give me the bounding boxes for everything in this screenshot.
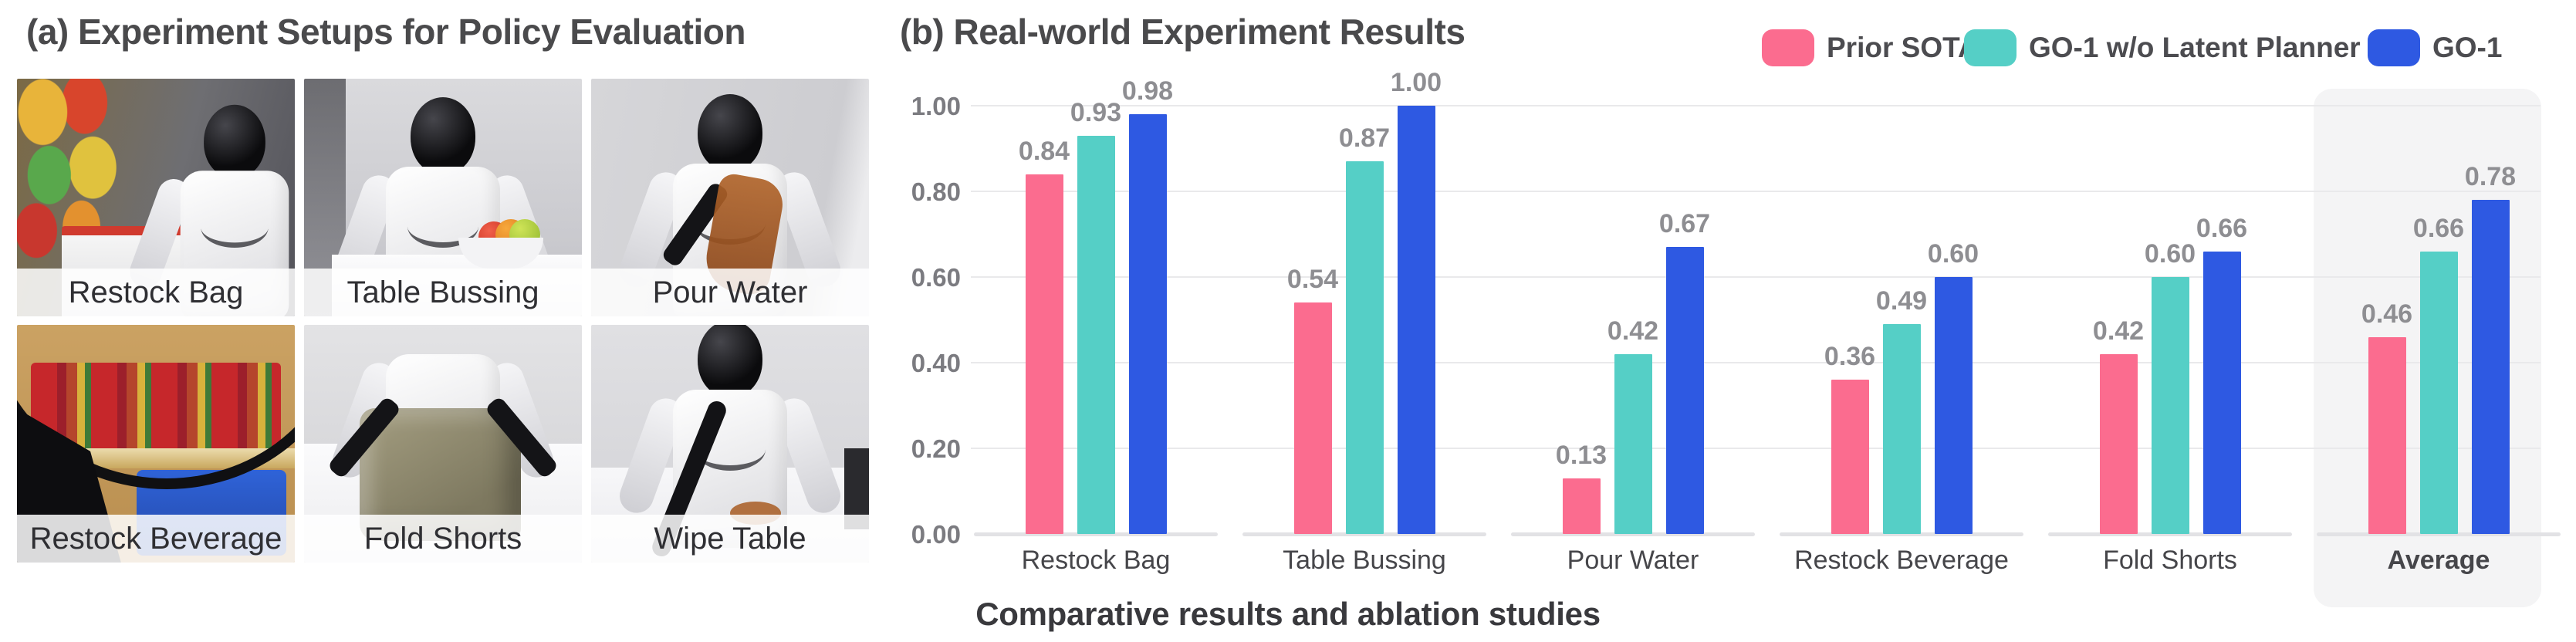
photo-label: Restock Bag [17,269,295,316]
bowl-decor [458,238,543,269]
robot-head [698,325,762,397]
category-label: Restock Bag [1021,546,1171,575]
bar-go-1-w-o-latent-planner [1614,354,1652,534]
bar-go-1 [1397,106,1435,534]
bar-prior-sota [2368,337,2406,534]
legend-label: GO-1 w/o Latent Planner [2029,32,2361,63]
bar-go-1-w-o-latent-planner [1345,161,1384,534]
bar-value-label: 0.60 [2144,239,2196,269]
bar-value-label: 0.60 [1927,239,1979,269]
bar-value-label: 0.67 [1658,209,1711,238]
bar-value-label: 0.42 [2092,316,2145,346]
bar-go-1-w-o-latent-planner [1077,136,1115,534]
panel-b-title: (b) Real-world Experiment Results [900,12,1465,52]
photo-label: Table Bussing [304,269,582,316]
y-tick-label: 1.00 [911,92,961,120]
bar-prior-sota [1293,302,1332,534]
gridline [971,191,2541,192]
photo-table-bussing: Table Bussing [304,79,582,316]
photo-pour-water: Pour Water [591,79,869,316]
photo-fold-shorts: Fold Shorts [304,325,582,563]
bar-value-label: 1.00 [1390,68,1442,97]
bar-value-label: 0.36 [1824,342,1876,371]
category-label: Fold Shorts [2103,546,2237,575]
robot-head [411,97,475,174]
bar-value-label: 0.98 [1121,76,1174,106]
bar-value-label: 0.87 [1338,123,1391,153]
bar-value-label: 0.78 [2464,162,2517,191]
bar-go-1-w-o-latent-planner [2419,252,2458,534]
baseline-segment [2317,532,2561,536]
baseline-segment [974,532,1218,536]
legend-swatch [2368,29,2420,66]
legend-item-go-1: GO-1 [2368,29,2502,66]
bar-value-label: 0.54 [1286,265,1339,294]
bar-prior-sota [1025,174,1063,534]
bar-value-label: 0.93 [1070,98,1122,127]
bar-value-label: 0.46 [2361,299,2413,329]
legend-label: Prior SOTA [1827,32,1979,63]
robot-head [204,104,265,178]
category-label: Average [2387,546,2490,575]
category-label: Restock Beverage [1794,546,2009,575]
category-label: Pour Water [1567,546,1699,575]
bar-go-1 [2202,252,2241,534]
figure-caption: Comparative results and ablation studies [975,596,1601,632]
y-tick-label: 0.40 [911,349,961,377]
photo-wipe-table: Wipe Table [591,325,869,563]
photo-restock-bag: Restock Bag [17,79,295,316]
legend-swatch [1964,29,2017,66]
legend-item-prior-sota: Prior SOTA [1762,29,1979,66]
bar-go-1 [1128,114,1167,534]
baseline-segment [1242,532,1486,536]
bar-value-label: 0.66 [2196,214,2248,243]
bar-go-1 [1665,247,1704,534]
y-tick-label: 0.60 [911,263,961,292]
bar-value-label: 0.84 [1018,137,1070,166]
bar-value-label: 0.42 [1607,316,1659,346]
photo-label: Restock Beverage [17,515,295,563]
bar-prior-sota [1831,380,1869,534]
y-tick-label: 0.20 [911,434,961,463]
legend-label: GO-1 [2432,32,2503,63]
legend-item-go-1-w-o-latent-planner: GO-1 w/o Latent Planner [1964,29,2361,66]
panel-a-title: (a) Experiment Setups for Policy Evaluat… [26,12,745,52]
category-label: Table Bussing [1283,546,1446,575]
legend-swatch [1762,29,1814,66]
bar-go-1-w-o-latent-planner [2151,277,2189,534]
y-tick-label: 0.80 [911,177,961,206]
bar-prior-sota [1562,478,1601,534]
baseline-segment [1511,532,1755,536]
bar-prior-sota [2099,354,2138,534]
bar-value-label: 0.13 [1555,441,1607,470]
photo-label: Wipe Table [591,515,869,563]
bar-value-label: 0.66 [2412,214,2465,243]
photo-label: Pour Water [591,269,869,316]
bar-go-1-w-o-latent-planner [1882,324,1921,534]
gridline [971,448,2541,449]
photo-restock-beverage: Restock Beverage [17,325,295,563]
bar-go-1 [1934,277,1973,534]
gridline [971,362,2541,363]
bar-value-label: 0.49 [1875,286,1928,316]
baseline-segment [1780,532,2023,536]
bar-go-1 [2471,200,2510,534]
y-tick-label: 0.00 [911,520,961,549]
gridline [971,276,2541,278]
baseline-segment [2048,532,2292,536]
gridline [971,105,2541,106]
photo-label: Fold Shorts [304,515,582,563]
robot-head [698,94,762,171]
